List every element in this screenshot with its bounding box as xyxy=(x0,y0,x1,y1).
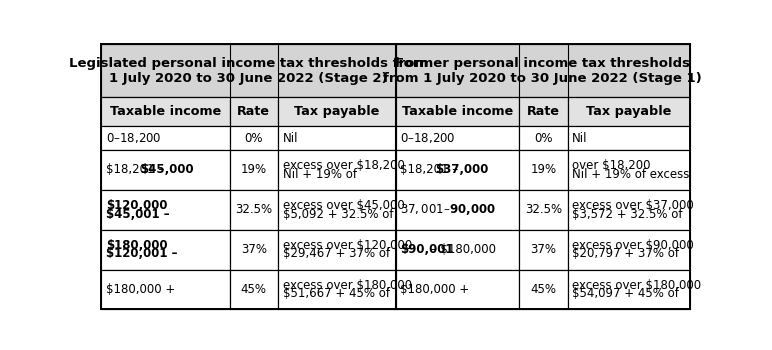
Text: $45,000: $45,000 xyxy=(141,163,194,176)
Bar xyxy=(396,270,520,309)
Text: 45%: 45% xyxy=(241,283,267,296)
Text: Rate: Rate xyxy=(527,105,560,118)
Bar xyxy=(520,190,567,230)
Bar xyxy=(567,190,690,230)
Text: $37,000: $37,000 xyxy=(435,163,488,176)
Text: 37%: 37% xyxy=(241,243,267,256)
Text: 0%: 0% xyxy=(245,132,263,145)
Bar xyxy=(396,97,520,126)
Bar xyxy=(101,190,229,230)
Text: $18,201 –: $18,201 – xyxy=(401,163,462,176)
Text: $45,001 –: $45,001 – xyxy=(106,208,170,220)
Text: $180,000 +: $180,000 + xyxy=(106,283,175,296)
Text: Taxable income: Taxable income xyxy=(402,105,513,118)
Text: – $180,000: – $180,000 xyxy=(427,243,496,256)
Text: Taxable income: Taxable income xyxy=(110,105,221,118)
Bar xyxy=(229,190,278,230)
Text: excess over $90,000: excess over $90,000 xyxy=(572,239,694,252)
Text: $120,000: $120,000 xyxy=(106,199,168,212)
Bar xyxy=(278,190,396,230)
Text: over $18,200: over $18,200 xyxy=(572,159,651,172)
Bar xyxy=(101,126,229,150)
Text: $29,467 + 37% of: $29,467 + 37% of xyxy=(283,247,390,260)
Text: $90,001: $90,001 xyxy=(401,243,454,256)
Text: excess over $180,000: excess over $180,000 xyxy=(572,279,702,292)
Text: excess over $18,200: excess over $18,200 xyxy=(283,159,405,172)
Text: $120,001 –: $120,001 – xyxy=(106,247,178,260)
Text: $51,667 + 45% of: $51,667 + 45% of xyxy=(283,287,390,300)
Bar xyxy=(396,126,520,150)
Text: $20,797 + 37% of: $20,797 + 37% of xyxy=(572,247,679,260)
Bar xyxy=(229,126,278,150)
Bar xyxy=(567,126,690,150)
Bar xyxy=(101,97,229,126)
Bar xyxy=(520,97,567,126)
Bar xyxy=(520,270,567,309)
Text: Nil: Nil xyxy=(283,132,298,145)
Text: Rate: Rate xyxy=(237,105,270,118)
Text: excess over $37,000: excess over $37,000 xyxy=(572,199,694,212)
Text: $0 – $18,200: $0 – $18,200 xyxy=(401,131,456,145)
Bar xyxy=(396,44,690,97)
Text: 0%: 0% xyxy=(534,132,553,145)
Bar xyxy=(229,150,278,190)
Text: 19%: 19% xyxy=(530,163,557,176)
Text: Nil + 19% of excess: Nil + 19% of excess xyxy=(572,168,689,181)
Bar xyxy=(229,270,278,309)
Text: $3,572 + 32.5% of: $3,572 + 32.5% of xyxy=(572,208,683,220)
Bar xyxy=(278,270,396,309)
Text: Tax payable: Tax payable xyxy=(586,105,672,118)
Bar xyxy=(567,230,690,270)
Bar xyxy=(278,230,396,270)
Text: $0 – $18,200: $0 – $18,200 xyxy=(106,131,161,145)
Text: excess over $45,000: excess over $45,000 xyxy=(283,199,405,212)
Bar xyxy=(520,230,567,270)
Text: 19%: 19% xyxy=(241,163,267,176)
Text: Legislated personal income tax thresholds from
1 July 2020 to 30 June 2022 (Stag: Legislated personal income tax threshold… xyxy=(69,57,428,85)
Bar xyxy=(520,126,567,150)
Bar xyxy=(278,97,396,126)
Text: Tax payable: Tax payable xyxy=(294,105,380,118)
Bar xyxy=(567,97,690,126)
Bar xyxy=(278,126,396,150)
Text: Nil: Nil xyxy=(572,132,587,145)
Bar xyxy=(101,230,229,270)
Text: $180,000 +: $180,000 + xyxy=(401,283,469,296)
Bar xyxy=(396,150,520,190)
Bar xyxy=(229,230,278,270)
Bar xyxy=(101,150,229,190)
Bar xyxy=(278,150,396,190)
Bar xyxy=(567,270,690,309)
Text: 32.5%: 32.5% xyxy=(525,203,562,216)
Text: 45%: 45% xyxy=(530,283,557,296)
Text: Nil + 19% of: Nil + 19% of xyxy=(283,168,357,181)
Bar xyxy=(101,44,396,97)
Text: $37,001 – $90,000: $37,001 – $90,000 xyxy=(401,202,496,217)
Text: Former personal income tax thresholds
from 1 July 2020 to 30 June 2022 (Stage 1): Former personal income tax thresholds fr… xyxy=(384,57,703,85)
Bar xyxy=(567,150,690,190)
Bar xyxy=(229,97,278,126)
Bar xyxy=(520,150,567,190)
Text: excess over $180,000: excess over $180,000 xyxy=(283,279,411,292)
Bar xyxy=(396,230,520,270)
Text: excess over $120,000: excess over $120,000 xyxy=(283,239,412,252)
Bar xyxy=(396,190,520,230)
Text: $18,201 –: $18,201 – xyxy=(106,163,168,176)
Text: $180,000: $180,000 xyxy=(106,239,168,252)
Bar xyxy=(101,270,229,309)
Text: 37%: 37% xyxy=(530,243,557,256)
Text: $54,097 + 45% of: $54,097 + 45% of xyxy=(572,287,679,300)
Text: $5,092 + 32.5% of: $5,092 + 32.5% of xyxy=(283,208,393,220)
Text: 32.5%: 32.5% xyxy=(235,203,273,216)
